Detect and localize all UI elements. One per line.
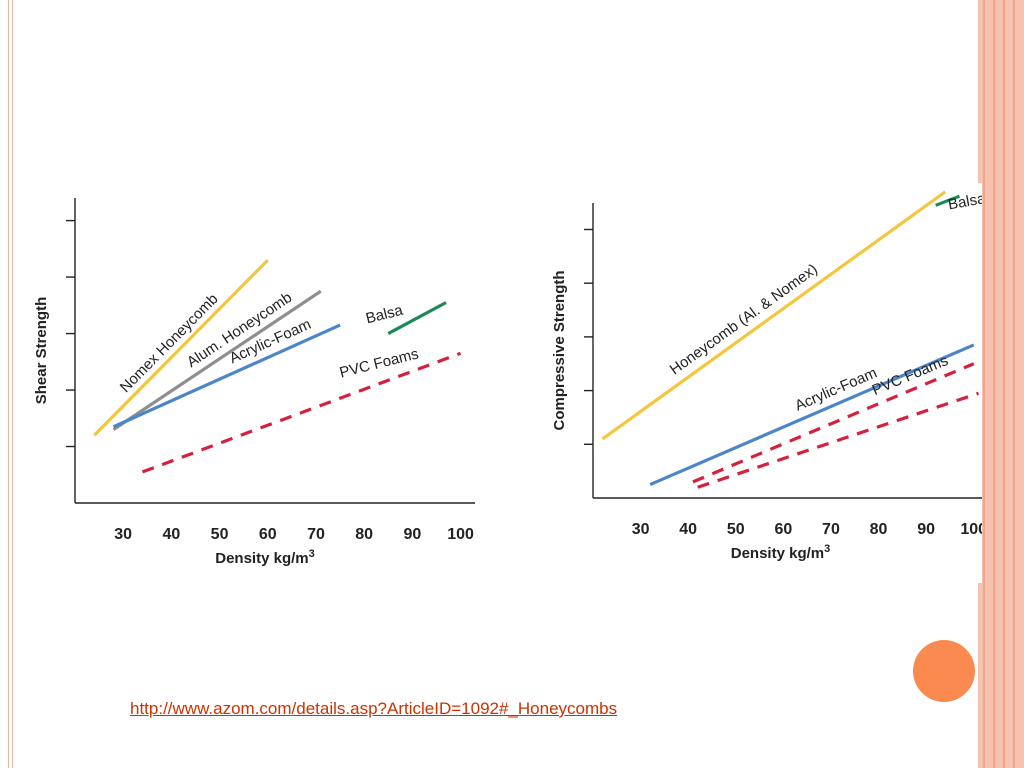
source-link[interactable]: http://www.azom.com/details.asp?ArticleI… <box>130 699 618 718</box>
x-tick-label: 90 <box>403 526 421 543</box>
series-line-pvc-foams <box>141 351 462 474</box>
x-tick-label: 40 <box>162 526 180 543</box>
right-frame-band <box>978 0 1024 768</box>
y-axis-title: Shear Strength <box>33 297 50 405</box>
x-tick-label: 80 <box>355 526 373 543</box>
series-line-acrylic-foam <box>649 343 975 487</box>
series-line-pvc-foams <box>692 362 975 484</box>
right-frame-line <box>983 0 985 768</box>
series-label: Acrylic-Foam <box>792 364 879 414</box>
x-tick-label: 50 <box>211 526 229 543</box>
x-tick-label: 100 <box>447 526 474 543</box>
x-tick-label: 70 <box>307 526 325 543</box>
left-border-line <box>12 0 13 768</box>
x-tick-label: 50 <box>727 521 745 538</box>
shear-strength-chart: 30 40 50 60 70 80 90 100 Density kg/m3 Shear Stre… <box>33 198 475 567</box>
x-axis-title: Density kg/m3 <box>731 543 831 562</box>
series-line-pvc-foams <box>697 391 979 489</box>
x-tick-label: 30 <box>114 526 132 543</box>
series-label: Balsa <box>947 190 982 213</box>
series-line-nomex-honeycomb <box>93 259 269 437</box>
x-tick-label: 60 <box>259 526 277 543</box>
series-label: Balsa <box>364 302 405 328</box>
x-tick-label: 30 <box>632 521 650 538</box>
x-tick-label: 80 <box>870 521 888 538</box>
right-frame-line <box>1013 0 1015 768</box>
series-line-balsa <box>387 301 447 335</box>
x-tick-label: 100 <box>960 521 982 538</box>
right-frame-line <box>993 0 995 768</box>
series-label: Honeycomb (Al. & Nomex) <box>667 261 821 379</box>
x-tick-label: 70 <box>822 521 840 538</box>
series-line-balsa <box>935 194 961 207</box>
series-line-honeycomb-al-nomex <box>601 190 947 441</box>
x-tick-label: 60 <box>774 521 792 538</box>
left-border-line <box>8 0 9 768</box>
series-line-alum-honeycomb <box>112 289 322 431</box>
y-axis-title: Compressive Strength <box>551 270 568 430</box>
decorative-circle <box>913 640 975 702</box>
x-tick-label: 40 <box>679 521 697 538</box>
x-tick-label: 90 <box>917 521 935 538</box>
series-line-acrylic-foam <box>112 323 341 429</box>
compressive-strength-chart: 30 40 50 60 70 80 90 100 Density kg/m3 Compressiv… <box>551 190 982 562</box>
series-label: PVC Foams <box>338 345 421 381</box>
right-frame-line <box>1003 0 1005 768</box>
x-axis-title: Density kg/m3 <box>215 548 315 567</box>
figure-panel: 30 40 50 60 70 80 90 100 Density kg/m3 Shear Stre… <box>22 183 982 583</box>
